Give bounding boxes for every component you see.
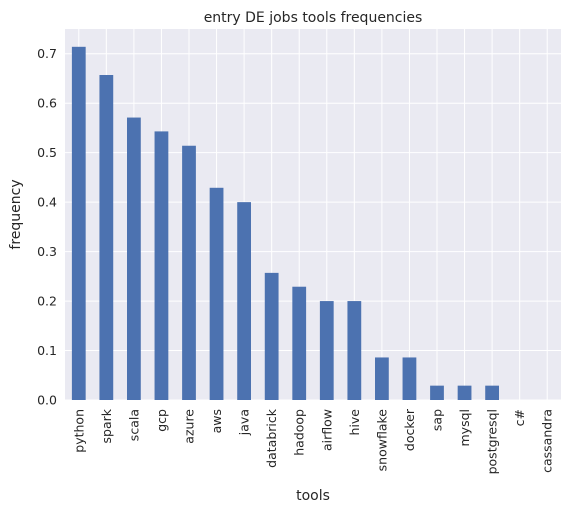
x-tick-label: java — [237, 409, 252, 436]
x-tick-label: gcp — [154, 409, 169, 432]
y-tick-label: 0.7 — [37, 46, 57, 61]
bar-java — [237, 202, 251, 400]
bar-scala — [127, 117, 141, 400]
bar-sap — [430, 385, 444, 400]
y-tick-label: 0.5 — [37, 145, 57, 160]
bars — [71, 46, 499, 401]
bar-snowflake — [375, 357, 389, 400]
x-tick-label: cassandra — [540, 409, 555, 473]
x-tick-label: snowflake — [374, 409, 389, 472]
bar-docker — [402, 357, 417, 400]
bar-azure — [182, 145, 196, 400]
x-tick-label: hadoop — [292, 409, 307, 456]
bar-python — [71, 46, 86, 401]
x-tick-label: scala — [126, 409, 141, 441]
x-tick-label: hive — [347, 409, 362, 436]
y-axis-label: frequency — [8, 179, 24, 249]
x-tick-label: airflow — [319, 409, 334, 451]
plot-area — [65, 29, 561, 400]
bar-gcp — [154, 131, 169, 400]
bar-hive — [347, 301, 362, 400]
x-tick-label: docker — [402, 408, 417, 451]
x-tick-label: sap — [430, 409, 445, 431]
x-tick-label: spark — [99, 408, 114, 443]
x-tick-label: postgresql — [485, 409, 500, 474]
y-tick-labels: 0.0 0.1 0.2 0.3 0.4 0.5 0.6 0.7 — [37, 46, 57, 407]
x-tick-label: aws — [209, 409, 224, 433]
y-tick-label: 0.4 — [37, 195, 57, 210]
bar-postgresql — [485, 385, 499, 400]
x-tick-label: azure — [182, 409, 197, 444]
x-tick-label: databrick — [264, 408, 279, 468]
x-tick-label: c# — [512, 409, 527, 426]
y-tick-label: 0.1 — [37, 343, 57, 358]
x-tick-labels: python spark scala gcp azure aws java databrick… — [71, 408, 554, 474]
x-tick-label: mysql — [457, 409, 472, 447]
chart-title: entry DE jobs tools frequencies — [204, 10, 423, 26]
bar-spark — [99, 75, 114, 400]
bar-aws — [209, 187, 224, 400]
y-tick-label: 0.6 — [37, 96, 57, 111]
bar-mysql — [457, 385, 472, 400]
x-axis-label: tools — [296, 488, 330, 504]
bar-airflow — [319, 301, 334, 400]
y-tick-label: 0.2 — [37, 294, 57, 309]
y-tick-label: 0.0 — [37, 393, 57, 408]
bar-databrick — [264, 272, 279, 400]
y-tick-label: 0.3 — [37, 244, 57, 259]
x-tick-label: python — [71, 409, 86, 453]
bar-hadoop — [292, 286, 307, 400]
